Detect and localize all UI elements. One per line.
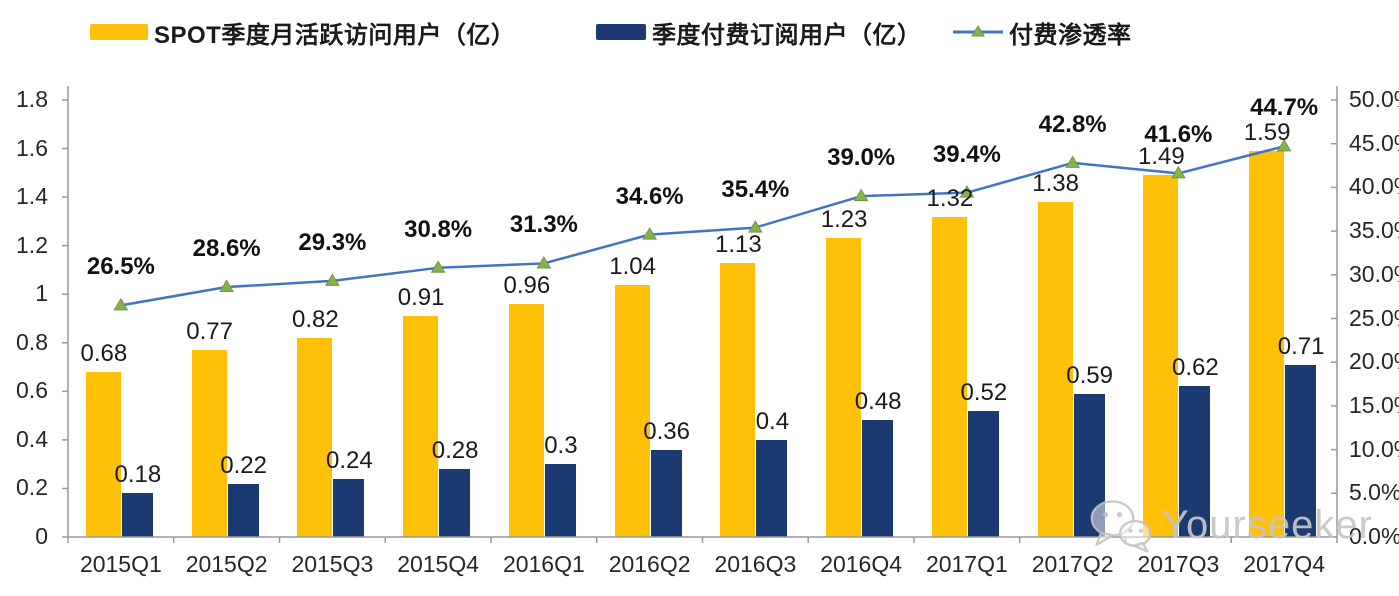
mau-value-label: 0.82 (292, 305, 339, 333)
penetration-value-label: 39.4% (932, 140, 1001, 168)
penetration-value-label: 30.8% (404, 215, 473, 243)
wechat-icon (1090, 500, 1152, 553)
watermark-text: Yourseeker (1162, 502, 1373, 547)
mau-value-label: 1.32 (926, 184, 974, 212)
subscribers-value-label: 0.36 (643, 417, 690, 445)
right-axis-tick-label: 15.0% (1349, 391, 1399, 418)
penetration-value-label: 26.5% (86, 253, 155, 281)
x-axis-tick-label: 2015Q3 (291, 551, 374, 577)
penetration-value-label: 39.0% (827, 144, 896, 172)
x-axis-tick-label: 2017Q4 (1243, 551, 1326, 577)
penetration-value-label: 29.3% (298, 228, 367, 256)
subscribers-value-label: 0.18 (114, 461, 162, 489)
mau-value-label: 0.77 (186, 318, 233, 346)
penetration-value-label: 41.6% (1144, 121, 1213, 149)
right-axis-tick-label: 45.0% (1349, 129, 1399, 156)
x-axis-tick-label: 2017Q1 (925, 551, 1008, 577)
legend-item-penetration: 付费渗透率 (953, 16, 1132, 49)
subscribers-value-label: 0.28 (431, 437, 479, 465)
subscribers-value-label: 0.59 (1066, 361, 1113, 389)
bar-subscribers (227, 483, 259, 537)
bar-subscribers (1285, 364, 1317, 537)
legend-item-mau: SPOT季度月活跃访问用户（亿） (90, 16, 516, 49)
right-axis-tick-label: 50.0% (1349, 86, 1399, 112)
bar-subscribers (862, 420, 894, 537)
left-axis-tick-label: 0 (35, 523, 48, 549)
bar-subscribers (1179, 386, 1211, 537)
subscribers-value-label: 0.24 (326, 446, 373, 474)
subscribers-value-label: 0.71 (1277, 332, 1325, 360)
x-axis-tick-label: 2015Q2 (185, 551, 268, 577)
right-axis-tick-label: 10.0% (1349, 435, 1399, 462)
penetration-value-label: 42.8% (1038, 110, 1107, 138)
x-axis-tick-label: 2016Q3 (714, 551, 797, 577)
watermark: Yourseeker (1088, 496, 1373, 554)
bar-mau (508, 303, 544, 537)
legend-item-subscribers: 季度付费订阅用户（亿） (596, 16, 922, 49)
right-axis-tick-label: 25.0% (1349, 304, 1399, 331)
penetration-value-label: 34.6% (615, 182, 684, 210)
penetration-value-label: 28.6% (192, 235, 261, 263)
x-axis-tick-label: 2016Q1 (502, 551, 585, 577)
x-axis-tick-label: 2016Q2 (608, 551, 691, 577)
mau-value-label: 1.23 (820, 206, 868, 234)
mau-value-label: 1.59 (1243, 118, 1291, 146)
bar-subscribers (544, 464, 576, 537)
left-axis-tick-label: 1.4 (16, 183, 48, 210)
left-axis-tick-label: 0.4 (16, 425, 48, 452)
subscribers-value-label: 0.62 (1172, 354, 1219, 382)
mau-value-label: 1.13 (715, 230, 762, 258)
bar-subscribers (650, 449, 682, 537)
left-axis-tick-label: 1.8 (16, 86, 48, 112)
right-axis-tick-label: 20.0% (1349, 348, 1399, 375)
right-axis-tick-label: 35.0% (1349, 217, 1399, 244)
mau-bar-swatch-icon (90, 24, 148, 40)
right-axis-tick-label: 40.0% (1349, 173, 1399, 200)
x-axis-tick-label: 2017Q2 (1031, 551, 1114, 577)
bar-mau (85, 371, 121, 537)
legend-label-mau: SPOT季度月活跃访问用户（亿） (154, 21, 516, 49)
mau-value-label: 0.96 (503, 271, 551, 299)
subscribers-value-label: 0.52 (960, 378, 1008, 406)
subscribers-value-label: 0.3 (544, 432, 578, 460)
right-axis-tick-label: 5.0% (1349, 479, 1399, 506)
x-axis-tick-label: 2015Q4 (397, 551, 480, 577)
bar-subscribers (333, 478, 365, 537)
bar-mau (614, 284, 650, 537)
bar-subscribers (967, 410, 999, 537)
legend-label-penetration: 付费渗透率 (1009, 21, 1132, 49)
mau-value-label: 1.38 (1032, 169, 1079, 197)
penetration-value-label: 44.7% (1250, 94, 1319, 122)
subscribers-bar-swatch-icon (596, 24, 646, 40)
right-axis-tick-label: 0.0% (1349, 523, 1399, 549)
x-axis-tick-label: 2016Q4 (820, 551, 903, 577)
mau-value-label: 0.68 (80, 339, 128, 367)
right-axis-tick-label: 30.0% (1349, 260, 1399, 287)
x-axis-tick-label: 2015Q1 (79, 551, 162, 577)
left-axis-tick-label: 1.6 (16, 134, 48, 161)
subscribers-value-label: 0.48 (854, 388, 902, 416)
left-axis-tick-label: 0.8 (16, 328, 48, 355)
mau-value-label: 0.91 (397, 284, 445, 312)
left-axis-tick-label: 1 (35, 280, 48, 307)
penetration-value-label: 31.3% (509, 211, 578, 239)
bar-subscribers (121, 493, 153, 537)
bar-subscribers (439, 469, 471, 537)
left-axis-tick-label: 1.2 (16, 231, 48, 258)
penetration-value-label: 35.4% (721, 175, 790, 203)
subscribers-value-label: 0.22 (220, 451, 267, 479)
left-axis-tick-label: 0.6 (16, 377, 48, 404)
subscribers-value-label: 0.4 (755, 407, 790, 435)
bar-mau (191, 350, 227, 537)
legend-label-subscribers: 季度付费订阅用户（亿） (652, 21, 922, 49)
bar-mau (720, 262, 756, 537)
bar-mau (403, 316, 439, 537)
x-axis-tick-label: 2017Q3 (1137, 551, 1220, 577)
bar-subscribers (756, 439, 788, 537)
left-axis-tick-label: 0.2 (16, 474, 48, 501)
bar-mau (297, 337, 333, 537)
mau-value-label: 1.04 (609, 252, 656, 280)
penetration-line-swatch-icon (953, 25, 1003, 37)
